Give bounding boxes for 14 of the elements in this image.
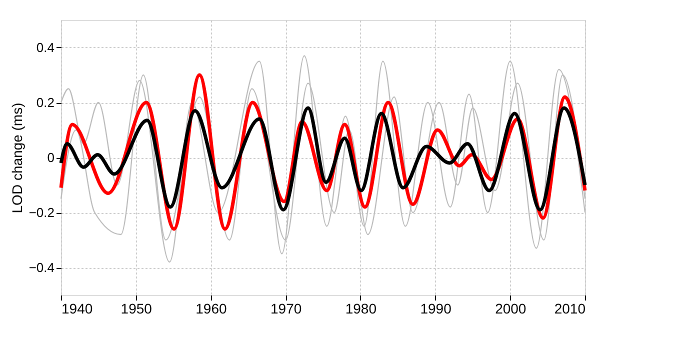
x-tick-label: 1980: [345, 300, 377, 316]
y-tick-label: 0.4: [36, 40, 54, 55]
x-tick-label: 1970: [270, 300, 302, 316]
x-tick-label: 2000: [495, 300, 526, 316]
y-tick-label: −0.4: [28, 260, 54, 275]
x-tick-label: 1960: [196, 300, 227, 316]
y-tick-label: −0.2: [28, 205, 54, 220]
y-tick-label: 0.2: [36, 95, 54, 110]
x-tick-label: 1940: [62, 300, 93, 316]
y-tick-label: 0: [47, 150, 54, 165]
x-tick-label: 1990: [420, 300, 452, 316]
y-axis-title: LOD change (ms): [8, 102, 25, 214]
x-tick-label: 2010: [554, 300, 586, 316]
x-tick-label: 1950: [120, 300, 152, 316]
